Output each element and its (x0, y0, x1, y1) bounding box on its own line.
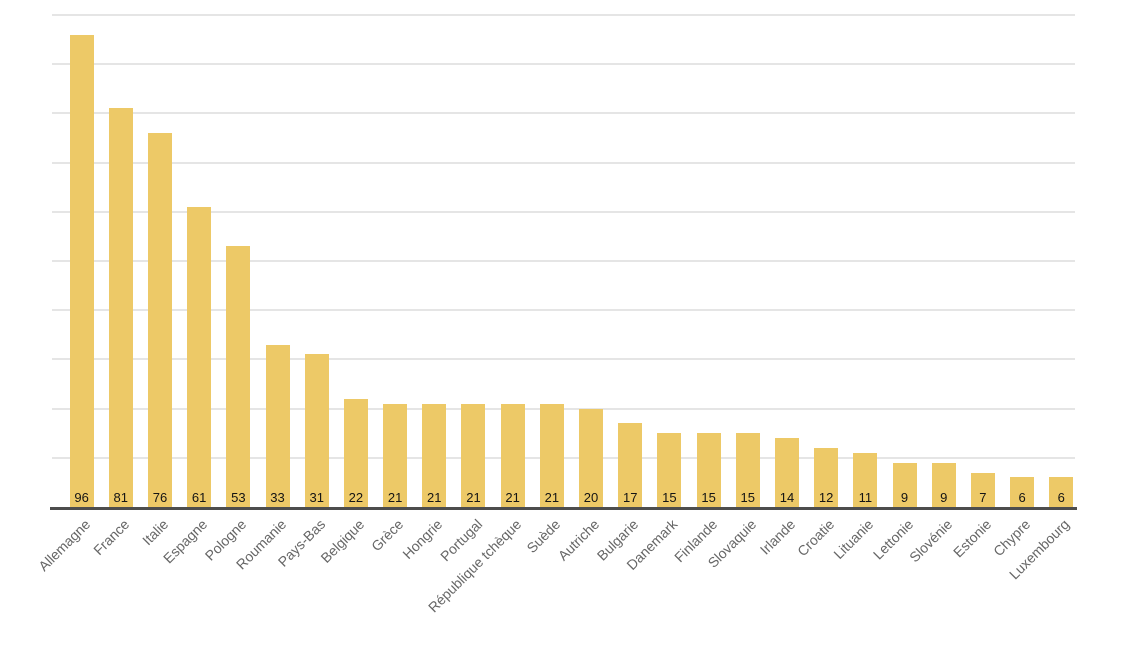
gridline-80 (52, 112, 1075, 115)
bar-value-label: 6 (1018, 490, 1026, 505)
bar-value-label: 21 (466, 490, 481, 505)
bar-slot-France: 81 (101, 15, 140, 507)
bar-value-label: 9 (900, 490, 909, 505)
bar-value-label: 6 (1057, 490, 1065, 505)
bar-value-label: 12 (818, 490, 834, 505)
bar-value-label: 21 (505, 490, 520, 505)
category-label: France (89, 516, 133, 559)
bar-value-label: 9 (940, 490, 948, 505)
bar-value-label: 21 (387, 490, 403, 505)
bar-value-label: 15 (662, 490, 677, 505)
bar-slot-République tchèque: 21 (493, 15, 532, 507)
bar-slot-Chypre: 6 (1003, 15, 1042, 507)
gridline-40 (52, 309, 1075, 312)
bar-value-label: 81 (113, 490, 129, 505)
bar (500, 403, 525, 507)
bar-slot-Pologne: 53 (219, 15, 258, 507)
bar-slot-Slovaquie: 15 (728, 15, 767, 507)
bar-slot-Danemark: 15 (650, 15, 689, 507)
gridline-60 (52, 210, 1075, 213)
bar-slot-Irlande: 14 (767, 15, 806, 507)
bar (1049, 477, 1074, 507)
bar-slot-Luxembourg: 6 (1042, 15, 1081, 507)
category-label: Estonie (949, 516, 995, 561)
plot-area: 96 81 76 61 53 33 31 22 21 21 21 21 21 20 17 15 15 15 14 12… (35, 14, 1077, 615)
bar-value-label: 11 (858, 490, 873, 505)
bar-slot-Autriche: 20 (571, 15, 610, 507)
bar-value-label: 22 (348, 490, 364, 505)
gridline-100 (52, 14, 1075, 16)
bar-slot-Belgique: 22 (336, 15, 375, 507)
bar-value-label: 15 (740, 490, 756, 505)
bar-value-label: 96 (74, 490, 89, 505)
bar-slot-Lettonie: 9 (885, 15, 924, 507)
bar-slot-Croatie: 12 (807, 15, 846, 507)
bar-slot-Lituanie: 11 (846, 15, 885, 507)
bar (1010, 477, 1035, 507)
bar (657, 433, 682, 507)
bar-value-label: 53 (231, 490, 246, 505)
bar (108, 108, 133, 507)
bar (618, 423, 643, 507)
bar (383, 403, 408, 507)
bar-slot-Portugal: 21 (454, 15, 493, 507)
bar-value-label: 21 (427, 490, 442, 505)
bar-value-label: 21 (544, 490, 560, 505)
bar (304, 354, 329, 507)
gridline-50 (52, 260, 1075, 262)
bar (931, 462, 956, 507)
bar-slot-Italie: 76 (140, 15, 179, 507)
bar (69, 34, 94, 507)
x-axis-line (50, 507, 1077, 510)
category-label: Allemagne (34, 516, 93, 575)
bar (265, 344, 290, 507)
bar-value-label: 31 (309, 490, 324, 505)
category-label: Lituanie (830, 516, 877, 562)
bar (422, 403, 447, 507)
bar (696, 433, 721, 507)
bar-value-label: 61 (191, 490, 207, 505)
gridline-70 (52, 161, 1075, 164)
bar-slot-Roumanie: 33 (258, 15, 297, 507)
bar (461, 403, 486, 507)
bar (343, 398, 368, 507)
bar-value-label: 33 (270, 490, 285, 505)
bar-slot-Allemagne: 96 (62, 15, 101, 507)
bar (814, 447, 839, 507)
bar (147, 133, 172, 507)
bar-slot-Pays-Bas: 31 (297, 15, 336, 507)
bar-slot-Hongrie: 21 (415, 15, 454, 507)
bar (539, 403, 564, 507)
bar (892, 462, 917, 507)
category-label: Irlande (756, 516, 799, 558)
bar (187, 206, 212, 507)
bar (970, 472, 995, 507)
bar-slot-Espagne: 61 (180, 15, 219, 507)
bar-slot-Bulgarie: 17 (611, 15, 650, 507)
bars-container: 96 81 76 61 53 33 31 22 21 21 21 21 21 20 17 15 15 15 14 12… (62, 15, 1081, 507)
bar-value-label: 14 (779, 490, 795, 505)
bar-value-label: 17 (622, 490, 638, 505)
bar (735, 433, 760, 507)
category-label: Croatie (794, 516, 838, 560)
category-label: Italie (139, 516, 172, 549)
bar-value-label: 15 (701, 490, 716, 505)
category-label: Autriche (554, 516, 603, 564)
bar-slot-Slovénie: 9 (924, 15, 963, 507)
gridline-30 (52, 358, 1075, 361)
gridline-90 (52, 63, 1075, 66)
bar (579, 408, 604, 507)
bar (774, 438, 799, 507)
bar-slot-Grèce: 21 (376, 15, 415, 507)
bar-value-label: 20 (583, 490, 599, 505)
bar-value-label: 76 (152, 490, 168, 505)
bar-value-label: 7 (979, 490, 987, 505)
bar (853, 452, 878, 507)
bar-slot-Suède: 21 (532, 15, 571, 507)
bar-slot-Finlande: 15 (689, 15, 728, 507)
bar (226, 246, 251, 507)
bar-slot-Estonie: 7 (963, 15, 1002, 507)
